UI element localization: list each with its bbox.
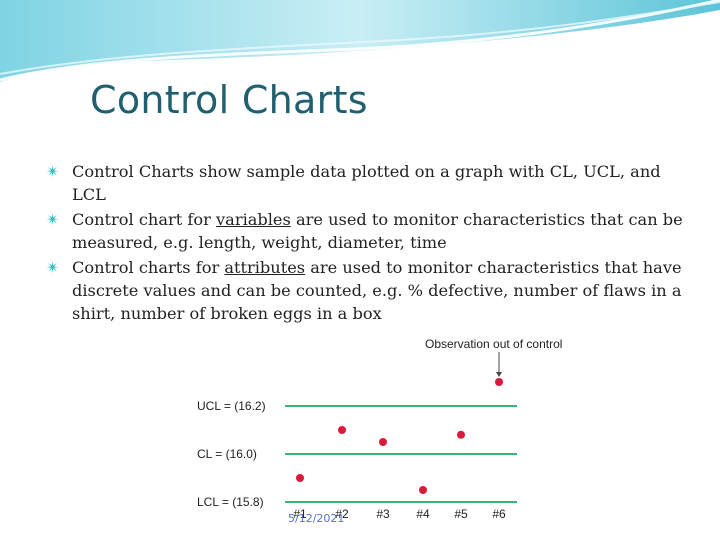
control-line-label: LCL = (15.8) [197, 495, 264, 509]
bullet-item: ✴ Control Charts show sample data plotte… [46, 160, 686, 206]
control-chart: UCL = (16.2) CL = (16.0) LCL = (15.8) #1 #2 #… [195, 330, 579, 530]
bullet-icon: ✴ [46, 162, 60, 181]
x-tick-label: #4 [416, 507, 430, 521]
bullet-term: attributes [224, 258, 306, 277]
bullet-icon: ✴ [46, 258, 60, 277]
data-point [457, 430, 465, 439]
data-point [338, 426, 346, 434]
x-tick-label: #1 [293, 507, 307, 521]
data-point [379, 438, 387, 446]
data-point [296, 474, 304, 482]
bullet-text: are used to monitor characteristics that… [72, 258, 682, 323]
chart-background [195, 330, 579, 530]
bullet-lead: Control Charts [72, 162, 194, 181]
slide-title: Control Charts [90, 78, 368, 122]
data-point [495, 378, 503, 386]
annotation-label: Observation out of control [425, 337, 562, 351]
x-tick-label: #2 [335, 507, 349, 521]
bullet-icon: ✴ [46, 210, 60, 229]
control-line-label: UCL = (16.2) [197, 399, 266, 413]
annotation-arrowhead [496, 372, 502, 377]
data-point [419, 486, 427, 494]
x-tick-label: #3 [376, 507, 390, 521]
slide-date: 5/12/2021 [288, 512, 345, 525]
bullet-item: ✴ Control chart for variables are used t… [46, 208, 686, 254]
bullet-term: variables [216, 210, 291, 229]
bullet-list: ✴ Control Charts show sample data plotte… [46, 160, 686, 327]
bullet-lead: Control charts for [72, 258, 225, 277]
header-banner [0, 0, 720, 82]
x-tick-label: #5 [454, 507, 468, 521]
bullet-text: show sample data plotted on a graph with… [72, 162, 661, 204]
control-line-label: CL = (16.0) [197, 447, 257, 461]
x-tick-label: #6 [492, 507, 506, 521]
bullet-item: ✴ Control charts for attributes are used… [46, 256, 686, 325]
bullet-lead: Control chart for [72, 210, 217, 229]
bullet-text: are used to monitor characteristics that… [72, 210, 683, 252]
